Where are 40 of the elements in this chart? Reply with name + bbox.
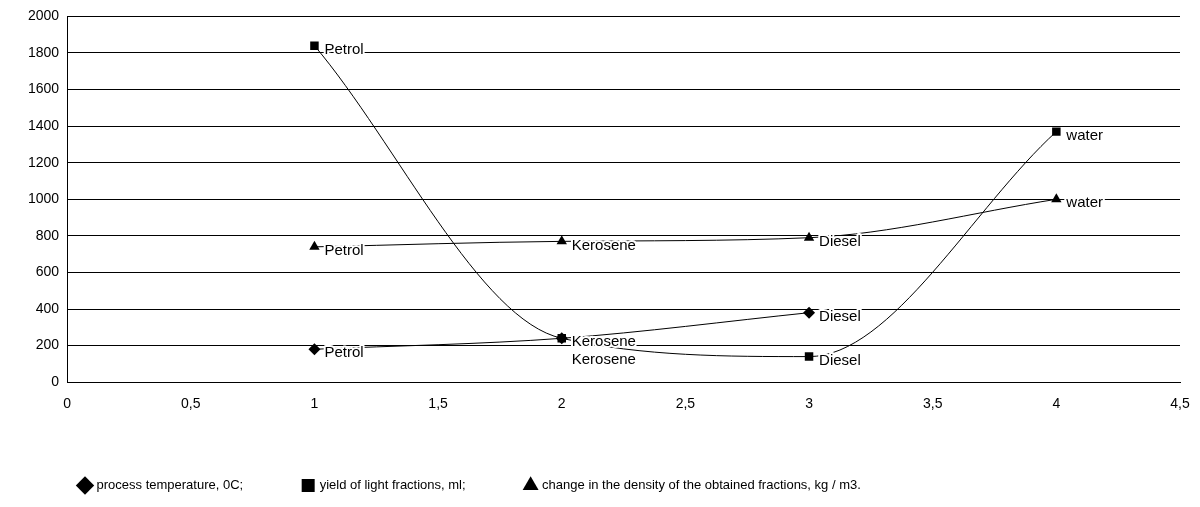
x-tick-label: 0 — [63, 395, 72, 412]
point — [309, 240, 320, 250]
point — [556, 235, 567, 245]
point — [803, 231, 815, 241]
y-tick-label: 2000 — [27, 7, 60, 24]
legend-label: yield of light fractions, ml; — [319, 477, 466, 493]
y-tick-label: 1000 — [27, 190, 60, 207]
x-tick-label: 1 — [310, 395, 319, 412]
x-tick-label: 2 — [557, 395, 566, 412]
legend-label: process temperature, 0C; — [96, 477, 244, 493]
y-tick-label: 0 — [51, 373, 60, 390]
y-tick-label: 1400 — [27, 117, 60, 133]
data-label: Kerosene — [571, 350, 636, 368]
y-tick-label: 1800 — [27, 43, 60, 60]
x-tick-label: 4 — [1052, 395, 1061, 412]
x-tick-label: 3,5 — [922, 395, 943, 412]
point — [310, 41, 319, 50]
y-tick-label: 200 — [35, 336, 60, 353]
point — [804, 352, 814, 361]
data-label: Diesel — [819, 306, 861, 324]
x-tick-label: 4,5 — [1170, 395, 1190, 412]
y-tick-label: 600 — [35, 263, 60, 280]
y-tick-label: 1600 — [27, 80, 60, 97]
y-tick-label: 1200 — [27, 153, 60, 170]
data-label: Diesel — [819, 350, 861, 368]
y-tick-label: 800 — [35, 226, 60, 243]
x-tick-label: 2,5 — [675, 395, 696, 412]
data-label: water — [1065, 125, 1104, 143]
point — [803, 306, 816, 319]
data-label: Kerosene — [571, 332, 636, 350]
data-label: Diesel — [819, 231, 861, 249]
point — [308, 343, 321, 356]
point — [1051, 193, 1062, 203]
x-tick-label: 3 — [805, 395, 814, 412]
point — [1052, 127, 1061, 136]
data-label: Petrol — [324, 343, 364, 361]
x-tick-label: 1,5 — [428, 395, 449, 412]
x-tick-label: 0,5 — [181, 395, 201, 412]
legend-label: change in the density of the obtained fractions, kg / m3. — [542, 477, 861, 493]
y-tick-label: 400 — [35, 299, 60, 316]
